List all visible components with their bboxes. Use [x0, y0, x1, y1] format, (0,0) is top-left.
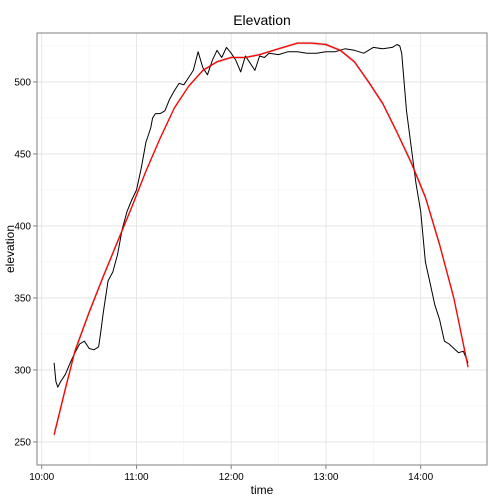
x-tick-label: 14:00	[408, 472, 433, 483]
y-tick-label: 350	[14, 293, 31, 304]
y-tick-label: 250	[14, 437, 31, 448]
x-tick-label: 11:00	[124, 472, 149, 483]
smooth-trend-line	[53, 42, 469, 435]
y-tick-label: 300	[14, 365, 31, 376]
plot-panel-border	[36, 32, 488, 466]
y-tick-label: 500	[14, 77, 31, 88]
y-tick-label: 400	[14, 221, 31, 232]
chart-title: Elevation	[233, 12, 291, 28]
x-tick-label: 13:00	[313, 472, 338, 483]
x-tick-label: 10:00	[29, 472, 54, 483]
y-axis-label: elevation	[3, 225, 17, 273]
plot-panel	[37, 33, 487, 465]
y-tick-label: 450	[14, 149, 31, 160]
elevation-line	[53, 44, 469, 388]
x-axis-ticks: 10:00 11:00 12:00 13:00 14:00	[29, 465, 434, 483]
x-tick-label: 12:00	[219, 472, 244, 483]
minor-grid	[37, 33, 487, 465]
y-axis-ticks: 250 300 350 400 450 500	[14, 77, 37, 448]
x-axis-label: time	[251, 483, 274, 497]
series-layer	[53, 42, 469, 435]
